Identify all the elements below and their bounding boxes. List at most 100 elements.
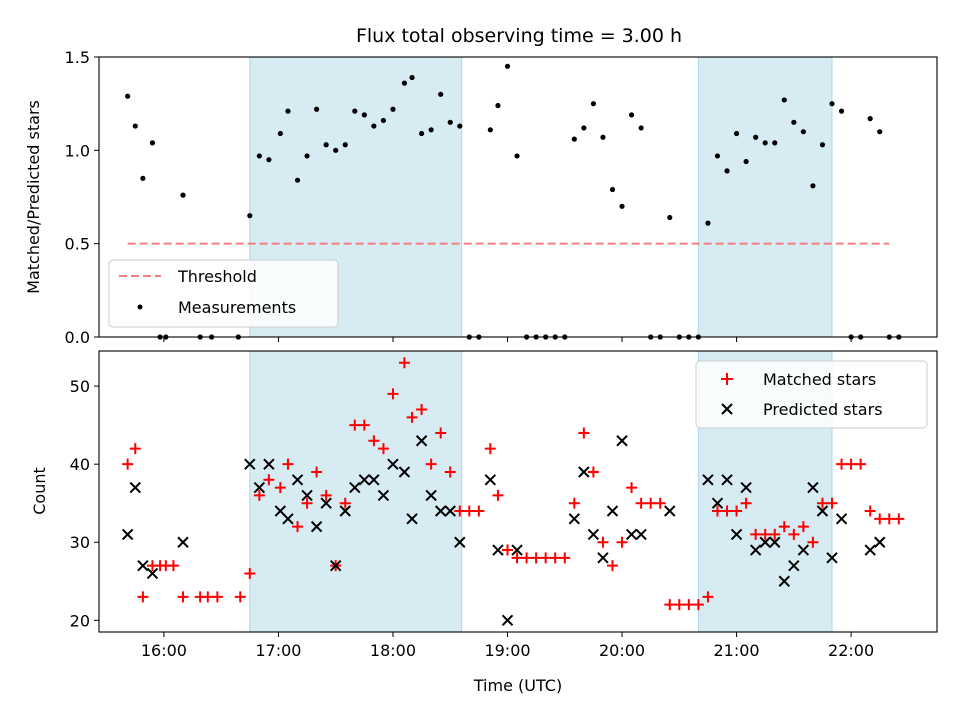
- bottom-plot-frame: [98, 350, 938, 633]
- measurement-point-24: [371, 123, 377, 129]
- measurement-point-15: [285, 108, 291, 114]
- matched-star-point-52: [616, 536, 628, 548]
- bottom-x-tick-label-2: 17:00: [255, 641, 301, 660]
- predicted-star-point-5: [177, 536, 189, 548]
- matched-star-point-55: [645, 497, 657, 509]
- measurement-point-23: [361, 112, 367, 118]
- predicted-star-point-3: [137, 559, 149, 572]
- matched-star-point-8: [177, 591, 189, 603]
- measurement-point-73: [838, 108, 845, 114]
- matched-star-point-64: [731, 505, 743, 517]
- matched-star-point-12: [234, 591, 246, 603]
- top-y-tick-label-4: 1.5: [65, 48, 90, 67]
- bottom-legend: Matched stars Predicted stars: [695, 360, 928, 429]
- top-y-axis-label: Matched/Predicted stars: [24, 100, 43, 294]
- measurement-point-36: [487, 127, 493, 133]
- measurement-point-1: [125, 93, 131, 99]
- predicted-star-point-26: [434, 505, 447, 517]
- measurement-point-71: [819, 142, 826, 148]
- predicted-star-point-54: [816, 505, 829, 517]
- measurement-point-17: [304, 153, 310, 159]
- measurement-point-19: [323, 142, 329, 148]
- top-panel: 0.0 0.5 1.0 1.5 Matched/Predicted stars Thr…: [24, 48, 938, 347]
- matched-star-point-27: [377, 443, 389, 455]
- measurement-point-31: [438, 91, 444, 97]
- measurement-point-67: [781, 97, 787, 103]
- matched-star-point-54: [635, 497, 647, 509]
- bottom-x-tick-label-1: 16:00: [141, 641, 187, 660]
- measurement-point-55: [667, 214, 673, 221]
- measurement-point-11: [247, 213, 253, 219]
- matched-star-point-20: [311, 466, 323, 478]
- matched-star-point-70: [788, 528, 800, 540]
- top-y-tick-label-3: 1.0: [65, 141, 90, 160]
- matched-star-point-77: [855, 458, 867, 470]
- measurement-point-21: [342, 142, 348, 148]
- measurement-point-28: [409, 74, 415, 81]
- top-legend: Threshold Measurements: [108, 259, 339, 328]
- predicted-star-point-36: [597, 552, 609, 564]
- measurement-point-37: [495, 102, 501, 109]
- measurement-point-51: [628, 112, 635, 118]
- matched-star-point-44: [540, 552, 552, 564]
- matched-star-point-67: [759, 528, 771, 540]
- matched-star-point-26: [368, 435, 380, 447]
- matched-star-point-59: [683, 599, 695, 611]
- predicted-star-point-2: [129, 481, 141, 494]
- bottom-x-tick-label-4: 19:00: [484, 641, 530, 660]
- bottom-y-tick-label-3: 40: [70, 455, 90, 474]
- matched-star-point-79: [874, 513, 886, 525]
- matched-star-point-39: [492, 489, 504, 501]
- predicted-star-point-45: [730, 528, 743, 541]
- matched-star-point-2: [129, 443, 141, 455]
- matched-star-point-75: [836, 458, 848, 470]
- chart-title: Flux total observing time = 3.00 h: [356, 25, 682, 47]
- matched-star-point-76: [845, 458, 857, 470]
- matched-star-point-48: [578, 427, 590, 439]
- measurement-point-69: [800, 129, 806, 135]
- matched-star-point-32: [425, 458, 437, 470]
- bottom-y-axis-label: Count: [30, 467, 49, 515]
- matched-star-point-50: [597, 536, 609, 548]
- top-x-ticks: [163, 337, 852, 342]
- predicted-star-point-30: [492, 544, 504, 556]
- measurement-point-48: [600, 134, 606, 140]
- measurement-point-63: [743, 158, 749, 165]
- measurement-point-70: [810, 183, 816, 189]
- legend-matched-label: Matched stars: [763, 370, 876, 389]
- matched-star-point-40: [502, 544, 514, 556]
- predicted-star-point-58: [874, 536, 886, 548]
- predicted-star-point-12: [301, 489, 313, 502]
- legend-matched-swatch: [721, 373, 733, 385]
- legend-predicted-swatch: [721, 403, 733, 415]
- predicted-star-point-28: [454, 536, 466, 548]
- measurement-point-33: [457, 123, 463, 129]
- measurement-point-4: [149, 140, 156, 146]
- matched-star-point-28: [387, 388, 399, 400]
- measurement-point-47: [590, 101, 597, 107]
- legend-predicted-label: Predicted stars: [763, 400, 883, 419]
- predicted-star-point-4: [146, 567, 159, 580]
- predicted-star-point-23: [406, 513, 418, 525]
- top-y-tick-label-1: 0.0: [65, 328, 90, 347]
- measurement-point-13: [266, 157, 272, 163]
- measurement-point-72: [829, 101, 835, 107]
- predicted-star-point-56: [835, 513, 848, 525]
- matched-star-point-41: [511, 552, 523, 564]
- matched-star-point-33: [435, 427, 447, 439]
- predicted-star-point-27: [444, 505, 456, 517]
- predicted-star-point-40: [635, 528, 647, 541]
- predicted-star-point-17: [349, 481, 361, 494]
- predicted-star-point-21: [387, 458, 399, 470]
- measurement-point-61: [724, 168, 730, 174]
- matched-star-point-31: [416, 404, 428, 416]
- matched-star-point-71: [797, 521, 809, 533]
- matched-star-point-21: [320, 489, 332, 501]
- bottom-y-tick-label-4: 50: [70, 377, 90, 396]
- predicted-star-point-47: [749, 544, 762, 556]
- predicted-star-point-46: [740, 481, 752, 494]
- matched-star-point-58: [673, 599, 685, 611]
- predicted-star-point-1: [121, 528, 134, 541]
- predicted-star-point-32: [511, 544, 523, 556]
- predicted-star-point-24: [415, 435, 428, 447]
